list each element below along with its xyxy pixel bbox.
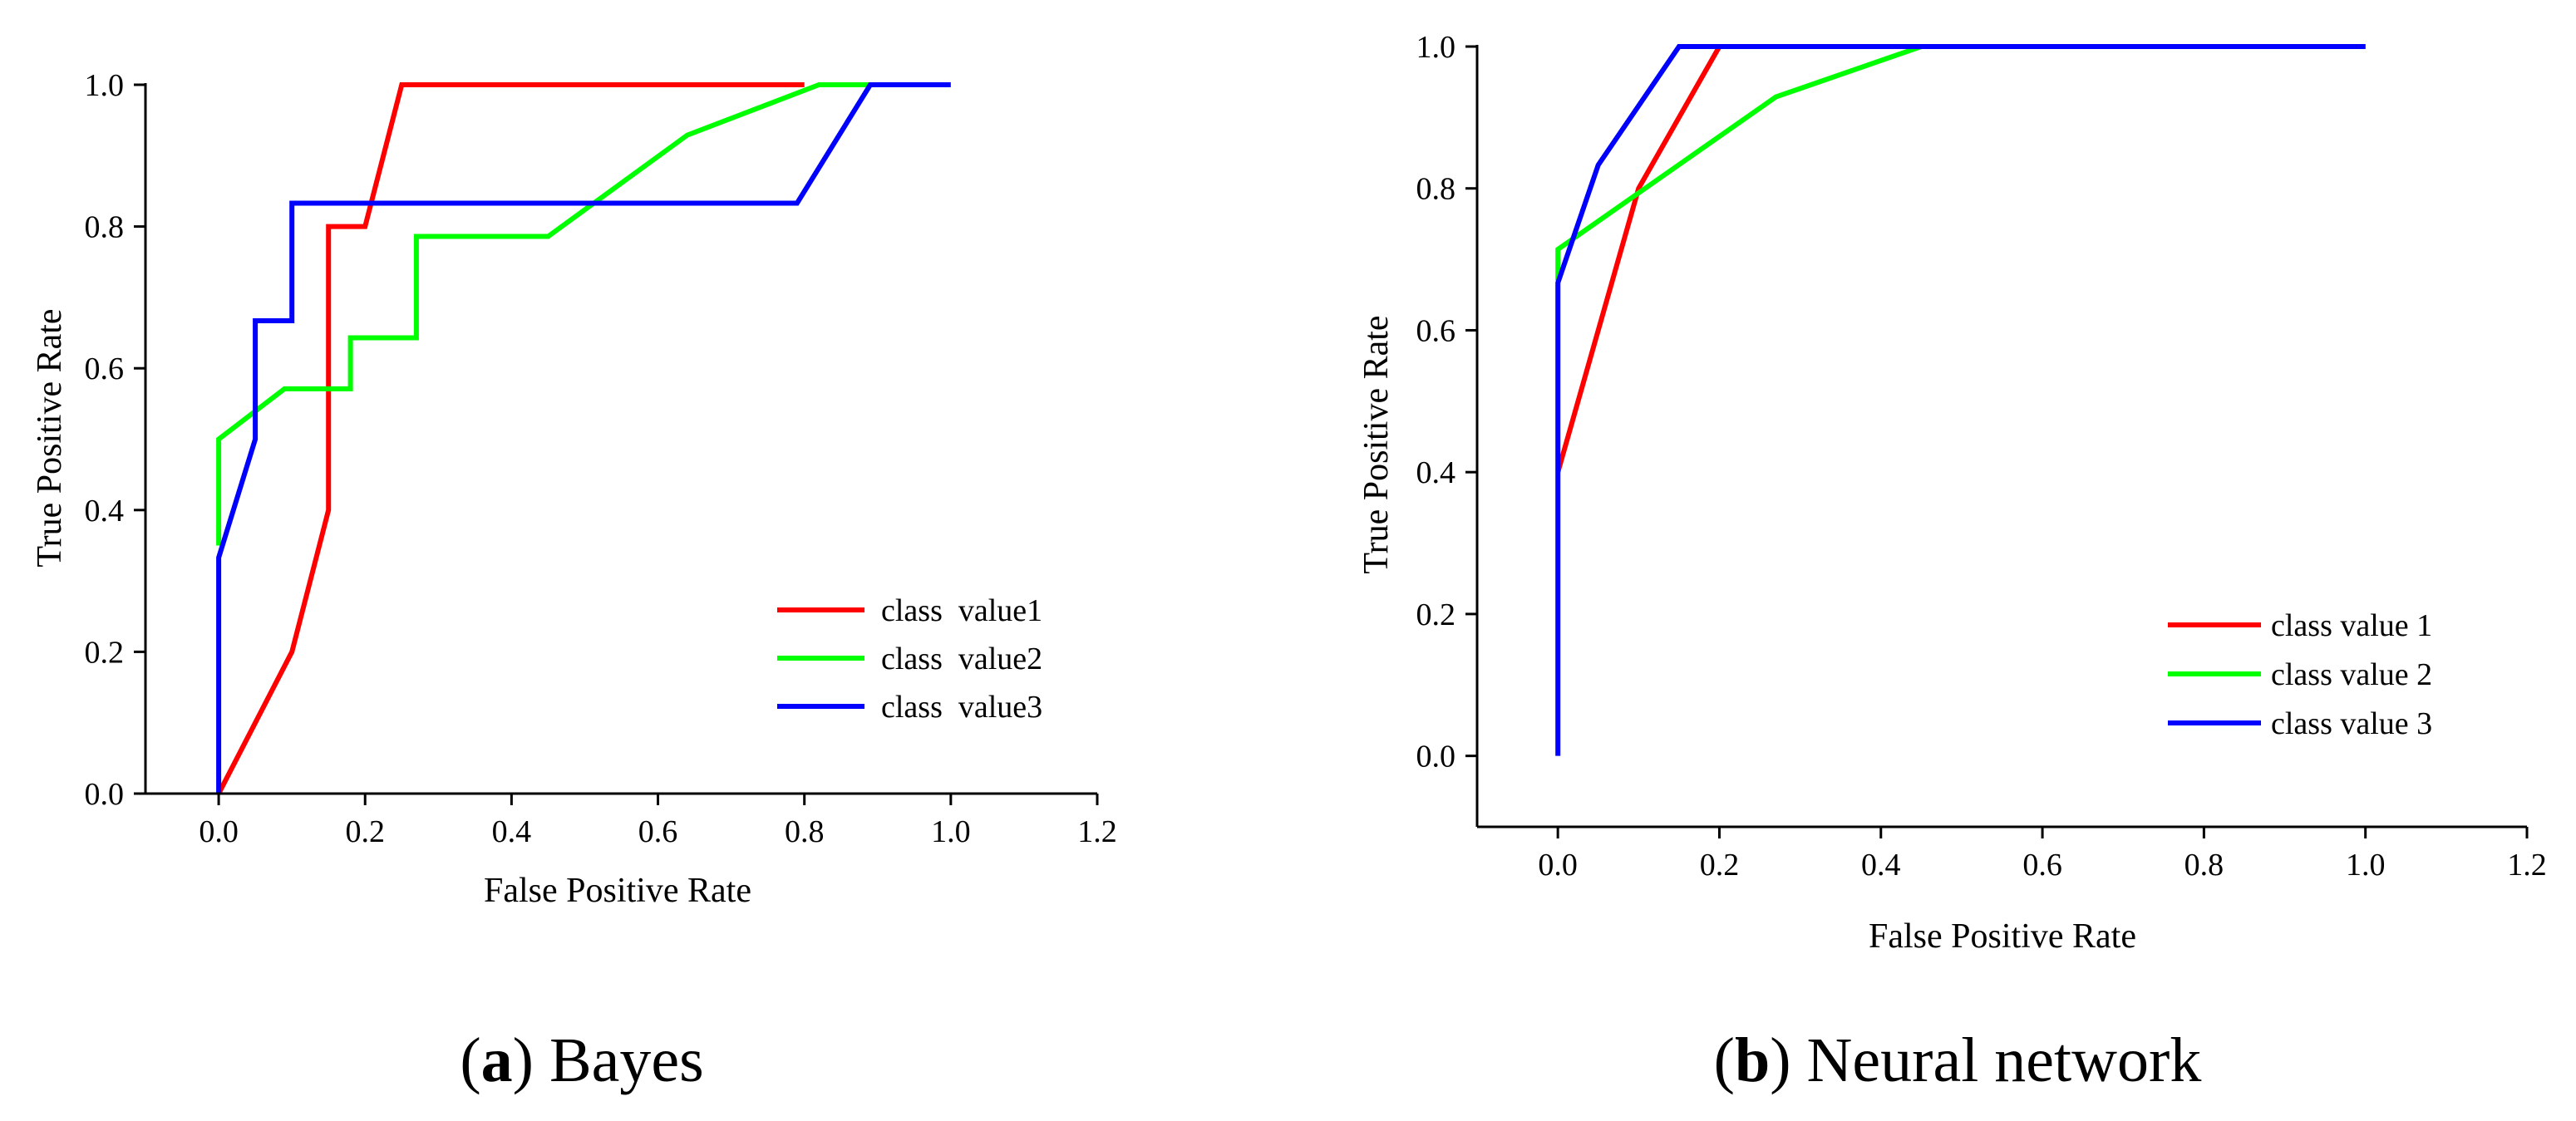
x-axis-label: False Positive Rate <box>1869 917 2136 956</box>
x-tick-label: 0.2 <box>1700 848 1740 883</box>
legend-label: class value 2 <box>2271 657 2432 692</box>
legend: class value 1 class value 2 class value 3 <box>2168 608 2432 741</box>
x-axis-label: False Positive Rate <box>484 872 751 910</box>
caption-letter: a <box>481 1025 513 1095</box>
x-tick-label: 1.0 <box>931 814 971 849</box>
x-tick-label: 0.8 <box>785 814 825 849</box>
x-tick-label: 0.0 <box>199 814 239 849</box>
caption-text: Neural network <box>1807 1025 2202 1095</box>
x-tick-label: 1.2 <box>1077 814 1117 849</box>
y-axis-label: True Positive Rate <box>1357 315 1396 573</box>
caption-letter: b <box>1735 1025 1770 1095</box>
y-tick-label: 0.8 <box>1416 172 1456 207</box>
axes-layer: 0.0 0.2 0.4 0.6 0.8 1.0 1.2 0.0 0.2 0.4 0.6 0.8 1.0 <box>85 68 1117 849</box>
x-tick-label: 1.2 <box>2507 848 2547 883</box>
x-tick-label: 0.2 <box>345 814 385 849</box>
y-tick-label: 0.6 <box>85 352 125 386</box>
series-layer <box>1555 44 2366 756</box>
caption-text: Bayes <box>549 1025 704 1095</box>
series-line-3 <box>216 82 951 794</box>
x-tick-label: 0.8 <box>2184 848 2224 883</box>
legend-label: class value1 <box>881 593 1042 628</box>
x-tick-label: 0.6 <box>2022 848 2062 883</box>
legend-label: class value3 <box>881 690 1042 725</box>
y-tick-label: 0.4 <box>1416 455 1456 490</box>
series-line-2 <box>216 82 878 546</box>
chart-panel-neural-network: 0.0 0.2 0.4 0.6 0.8 1.0 1.20.00.20.40.60.81.0 … <box>1357 30 2547 1095</box>
x-tick-label: 0.4 <box>1861 848 1901 883</box>
series-layer <box>216 82 951 795</box>
chart-panel-bayes: 0.0 0.2 0.4 0.6 0.8 1.0 1.20.00.20.40.60.81.0 … <box>31 68 1117 1095</box>
y-tick-label: 0.0 <box>85 777 125 812</box>
y-tick-label: 0.2 <box>1416 597 1456 632</box>
chart-caption: (b) Neural network <box>1714 1025 2202 1095</box>
y-tick-label: 1.0 <box>1416 30 1456 65</box>
y-tick-label: 0.6 <box>1416 313 1456 348</box>
y-tick-label: 0.2 <box>85 635 125 670</box>
x-tick-label: 0.4 <box>492 814 532 849</box>
x-tick-label: 0.6 <box>638 814 678 849</box>
legend: class value1 class value2 class value3 <box>777 593 1042 725</box>
axes-layer: 0.0 0.2 0.4 0.6 0.8 1.0 1.2 0.0 0.2 0.4 0.6 0.8 1.0 <box>1416 30 2547 883</box>
series-line-1 <box>216 82 805 795</box>
legend-label: class value 1 <box>2271 608 2432 643</box>
series-line-1 <box>1555 44 2366 474</box>
y-tick-label: 0.8 <box>85 210 125 245</box>
y-tick-label: 1.0 <box>85 68 125 103</box>
x-tick-label: 1.0 <box>2346 848 2386 883</box>
legend-label: class value 3 <box>2271 706 2432 741</box>
x-tick-label: 0.0 <box>1538 848 1578 883</box>
series-line-3 <box>1555 44 2366 756</box>
y-tick-label: 0.0 <box>1416 740 1456 774</box>
y-tick-label: 0.4 <box>85 494 125 529</box>
y-axis-label: True Positive Rate <box>31 308 69 567</box>
legend-label: class value2 <box>881 642 1042 676</box>
series-line-2 <box>1555 44 2366 281</box>
chart-caption: (a) Bayes <box>460 1025 703 1095</box>
